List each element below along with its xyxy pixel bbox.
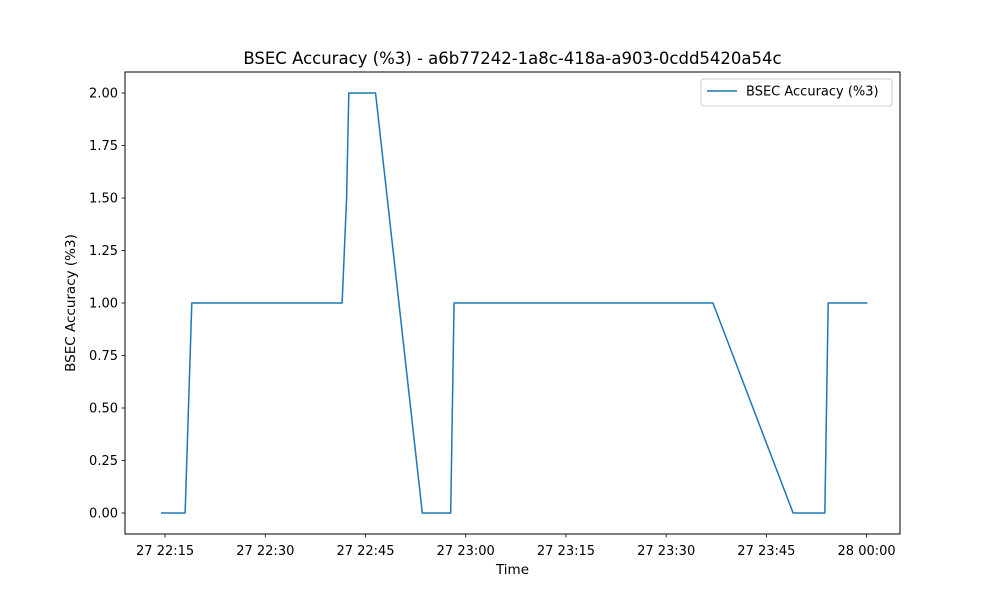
y-tick-label: 0.75 <box>89 349 118 364</box>
y-tick-label: 0.25 <box>89 454 118 469</box>
y-tick-label: 1.75 <box>89 139 118 154</box>
x-tick-label: 27 23:00 <box>437 544 495 559</box>
x-tick-label: 27 23:45 <box>737 544 795 559</box>
x-tick-label: 27 23:30 <box>637 544 695 559</box>
y-tick-label: 0.50 <box>89 402 118 417</box>
x-tick-label: 27 22:45 <box>336 544 394 559</box>
y-axis-label: BSEC Accuracy (%3) <box>63 234 79 372</box>
series-line <box>161 92 868 514</box>
x-tick-label: 27 22:30 <box>236 544 294 559</box>
y-tick-label: 2.00 <box>89 87 118 102</box>
chart-title: BSEC Accuracy (%3) - a6b77242-1a8c-418a-… <box>243 49 781 68</box>
y-tick-label: 1.50 <box>89 192 118 207</box>
x-tick-label: 27 23:15 <box>537 544 595 559</box>
y-tick-label: 0.00 <box>89 507 118 522</box>
x-tick-label: 27 22:15 <box>136 544 194 559</box>
legend: BSEC Accuracy (%3) <box>700 78 893 107</box>
y-tick-label: 1.00 <box>89 297 118 312</box>
legend-box <box>700 78 893 107</box>
legend-label: BSEC Accuracy (%3) <box>746 85 879 100</box>
x-axis-label: Time <box>495 562 529 578</box>
x-tick-label: 28 00:00 <box>838 544 896 559</box>
y-tick-label: 1.25 <box>89 244 118 259</box>
